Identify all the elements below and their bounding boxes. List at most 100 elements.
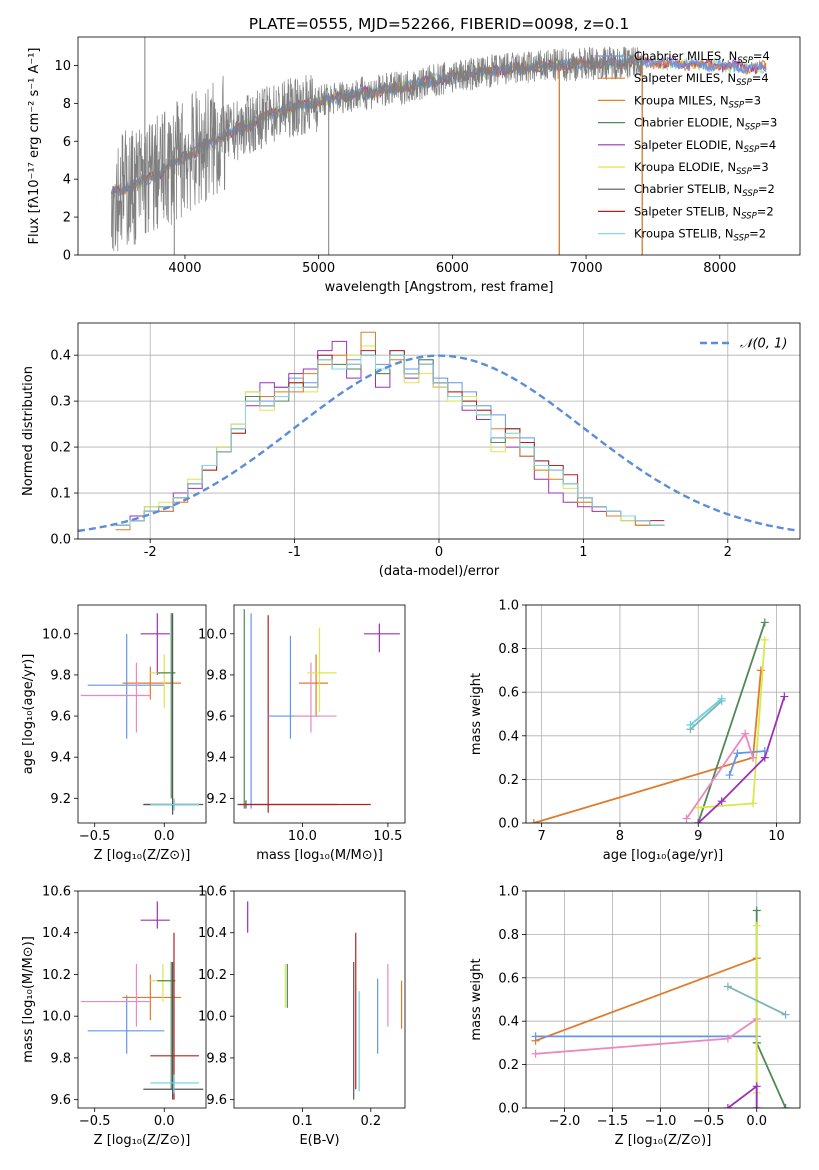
y-tick-label: 10.6 [42,885,71,900]
plot-area [110,37,767,255]
legend-entry: Salpeter ELODIE, NSSP=4 [634,138,776,155]
y-axis-label: age [log₁₀(age/yr)] [21,654,36,775]
axis-frame [233,604,406,824]
y-axis-label: mass weight [469,958,484,1040]
pink-weight-marker [682,814,691,823]
observed-spectrum-line [111,46,643,252]
y-tick-label: 0.8 [498,642,519,657]
pink-weight-marker [749,753,758,762]
x-tick-label: 2 [724,545,732,560]
y-tick-label: 6 [63,135,71,150]
kroupa_elodie-weight-marker [760,635,769,644]
x-tick-label: 7000 [570,261,603,276]
legend-suffix: =3 [752,160,769,174]
y-tick-label: 0.6 [498,686,519,701]
kroupa_elodie-weight-marker [749,799,758,808]
x-tick-label: 8 [616,829,624,844]
cyan-weight-marker [717,694,726,703]
teal-weight-marker [723,982,732,991]
y-axis-label: Flux [fλ10⁻¹⁷ erg cm⁻² s⁻¹ A⁻¹] [27,48,42,245]
legend-entry: 𝒩(0, 1) [740,337,787,352]
legend-entry: Kroupa STELIB, NSSP=2 [634,227,766,244]
residuals-panel: -2 -1 0 1 2 0.0 0.1 0.2 0.3 0.4 (data-model)/error… [21,322,801,579]
legend-entry: Salpeter STELIB, NSSP=2 [634,204,774,221]
y-tick-label: 9.2 [50,792,71,807]
legend-suffix: =2 [757,204,774,218]
y-tick-label: 9.6 [50,1093,71,1108]
y-tick-label: 2 [63,211,71,226]
legend-label: Kroupa MILES, N [634,93,729,107]
y-tick-label: 9.4 [206,751,227,766]
legend-suffix: =4 [753,49,770,63]
plot-area [529,618,789,823]
legend-subscript: SSP [741,211,757,221]
y-tick-label: 10.0 [198,627,227,642]
legend-label: Chabrier STELIB, N [634,182,742,196]
axis-frame [525,890,801,1109]
x-tick-label: 4000 [168,261,201,276]
x-tick-label: 0.1 [292,1114,313,1129]
chabrier_elodie-weight-marker [760,618,769,627]
axis-frame [77,890,207,1109]
legend-subscript: SSP [736,78,752,88]
legend-entry: Chabrier ELODIE, NSSP=3 [634,116,777,133]
plot-area [247,901,403,1100]
x-tick-label: -2 [144,545,157,560]
x-tick-label: 0.0 [154,829,175,844]
y-axis-label: Normed distribution [21,366,36,496]
plot-area [80,901,204,1100]
y-tick-label: 4 [63,173,71,188]
x-axis-label: Z [log₁₀(Z/Z⊙)] [615,1133,712,1148]
kroupa_elodie-weight-marker [694,803,703,812]
legend-subscript: SSP [736,167,752,177]
salpeter_elodie-weight-line [697,696,786,823]
y-tick-label: 10.0 [198,1010,227,1025]
plot-area [80,613,204,815]
x-tick-label: −0.5 [79,829,111,844]
x-tick-label: 0.0 [154,1114,175,1129]
salpeter_elodie-weight-marker [752,1082,761,1091]
y-tick-label: 9.6 [50,710,71,725]
y-tick-label: 9.2 [206,792,227,807]
legend-entry: Salpeter MILES, NSSP=4 [634,71,769,88]
legend-entry: Kroupa ELODIE, NSSP=3 [634,160,769,177]
y-tick-label: 0.0 [498,1102,519,1117]
salpeter_miles-weight-line [533,670,762,823]
x-tick-label: 1 [579,545,587,560]
y-tick-label: 0.6 [498,971,519,986]
x-tick-label: 7 [538,829,546,844]
x-tick-label: 0.0 [746,1114,767,1129]
y-tick-label: 9.8 [50,1051,71,1066]
y-tick-label: 10.0 [42,1010,71,1025]
salpeter_elodie-weight-line [727,1084,758,1108]
chabrier_miles-weight-marker [760,747,769,756]
legend-subscript: SSP [734,234,750,244]
teal-weight-line [727,985,786,1016]
y-tick-label: 9.8 [206,668,227,683]
legend-suffix: =2 [749,227,766,241]
legend-label: Salpeter STELIB, N [634,204,741,218]
axis-frame [77,322,801,540]
x-axis-label: (data-model)/error [379,564,500,579]
axis-frame [525,604,801,824]
chabrier_elodie-weight-marker [781,1104,790,1108]
legend-suffix: =4 [759,138,776,152]
y-tick-label: 0.4 [498,729,519,744]
y-tick-label: 10.2 [42,968,71,983]
chabrier_miles-weight-marker [733,749,742,758]
x-axis-label: age [log₁₀(age/yr)] [603,848,724,863]
x-tick-label: 10 [768,829,785,844]
legend-label: Salpeter ELODIE, N [634,138,744,152]
y-tick-label: 0.2 [498,1058,519,1073]
x-tick-label: 9 [694,829,702,844]
y-tick-label: 8 [63,97,71,112]
x-axis-label: mass [log₁₀(M/M⊙)] [256,848,383,863]
legend-label: Kroupa ELODIE, N [634,160,736,174]
y-tick-label: 10.2 [198,968,227,983]
y-tick-label: 0.2 [50,441,71,456]
y-tick-label: 1.0 [498,885,519,900]
y-tick-label: 10 [54,59,71,74]
y-axis-label: mass weight [469,673,484,755]
kroupa_stelib-histogram [115,354,665,526]
